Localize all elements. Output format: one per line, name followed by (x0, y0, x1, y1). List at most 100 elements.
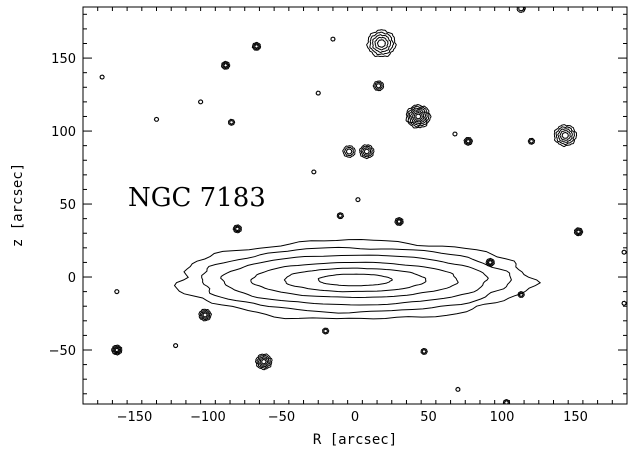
source-contour (555, 126, 576, 146)
x-tick-label: −100 (190, 410, 226, 425)
galaxy-isophote (220, 254, 489, 306)
source-contour (405, 103, 432, 129)
source-contour (323, 328, 328, 334)
source-contour (420, 348, 428, 355)
source-contour (202, 312, 208, 318)
source-contour (374, 36, 389, 51)
source-contour (198, 308, 212, 322)
source-contour (199, 309, 211, 321)
source-contour (254, 353, 273, 371)
source-contour (261, 358, 267, 365)
source-contour (369, 31, 395, 56)
source-contour (342, 145, 356, 158)
source-contour (376, 39, 386, 48)
x-tick-label: 50 (420, 410, 437, 425)
contour-layer (99, 7, 627, 404)
source-contour (112, 345, 122, 355)
source-contour (573, 227, 584, 237)
source-contour (375, 83, 382, 89)
galaxy-isophote (173, 238, 542, 320)
source-contour (330, 36, 336, 42)
axis-ticks: −150 −100 −50 0 50 100 150 −50 0 50 100 150 (49, 7, 627, 425)
x-tick-label: 100 (490, 410, 515, 425)
x-tick-label: −50 (268, 410, 295, 425)
source-contour (113, 346, 121, 354)
source-contour (338, 213, 343, 218)
source-contour (465, 139, 471, 144)
source-contour (228, 120, 234, 125)
source-contour (254, 44, 259, 49)
source-contour (258, 356, 270, 368)
source-contour (259, 357, 269, 366)
source-contour (372, 80, 385, 92)
source-contour (561, 131, 569, 139)
source-contour (576, 229, 581, 234)
source-contour (222, 61, 230, 69)
source-contour (251, 41, 262, 51)
source-contour (557, 128, 573, 143)
source-contour (517, 291, 525, 298)
source-contour (223, 63, 228, 68)
source-contour (99, 74, 105, 80)
source-contour (114, 289, 120, 295)
x-tick-label: −150 (117, 410, 153, 425)
x-tick-label: 0 (351, 410, 359, 425)
source-contour (575, 228, 582, 236)
source-contour (553, 124, 578, 148)
source-contour (452, 131, 458, 137)
source-contour (233, 225, 241, 233)
source-contour (198, 99, 204, 105)
galaxy-isophote (283, 267, 427, 293)
y-tick-label: 50 (59, 198, 76, 213)
chart-title: NGC 7183 (128, 183, 266, 213)
x-axis-label: R [arcsec] (313, 432, 397, 448)
source-contour (411, 110, 425, 123)
x-tick-label: 150 (563, 410, 588, 425)
source-contour (503, 400, 509, 404)
source-contour (372, 34, 392, 54)
source-contour (322, 327, 330, 335)
source-contour (363, 148, 370, 155)
source-contour (111, 344, 123, 356)
source-contour (172, 342, 179, 349)
source-contour (421, 349, 427, 355)
source-contour (485, 257, 495, 267)
source-contour (221, 60, 231, 70)
galaxy-isophote (250, 261, 459, 299)
source-contour (114, 347, 120, 353)
source-contour (486, 259, 494, 266)
source-contour (355, 197, 361, 203)
source-contour (463, 136, 473, 146)
source-contour (394, 217, 404, 227)
source-contour (359, 144, 375, 160)
source-contour (311, 169, 317, 175)
source-contour (409, 108, 427, 124)
source-contour (153, 116, 160, 122)
y-tick-label: 150 (51, 52, 76, 67)
source-contour (395, 218, 403, 225)
source-contour (529, 139, 534, 144)
y-axis-label: z [arcsec] (10, 163, 26, 247)
source-contour (621, 249, 627, 255)
source-contour (344, 146, 355, 157)
source-contour (516, 7, 526, 13)
source-contour (518, 292, 524, 297)
y-tick-label: −50 (49, 344, 76, 359)
source-contour (527, 137, 536, 145)
source-contour (464, 138, 472, 145)
source-contour (360, 145, 373, 158)
source-contour (345, 148, 353, 155)
source-contour (455, 386, 461, 392)
source-contour (234, 226, 240, 232)
galaxy-isophote (317, 273, 393, 287)
source-contour (396, 219, 402, 224)
source-contour (408, 107, 428, 126)
plot-frame (82, 6, 628, 405)
source-contour (374, 81, 383, 90)
y-tick-label: 100 (51, 125, 76, 140)
source-contour (362, 147, 372, 156)
source-contour (487, 259, 493, 265)
source-contour (518, 7, 525, 12)
source-contour (559, 130, 571, 141)
